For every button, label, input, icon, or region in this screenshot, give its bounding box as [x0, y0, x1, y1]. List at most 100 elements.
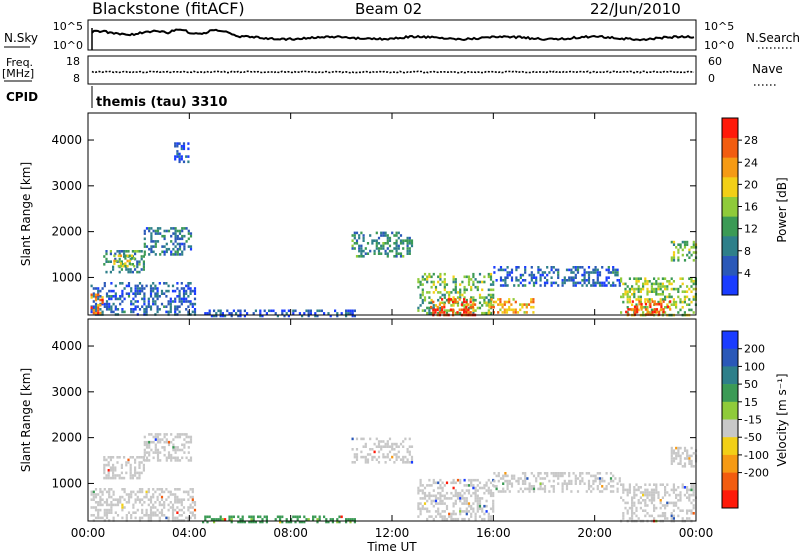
velocity-data-cell: [171, 511, 175, 514]
power-data-cell: [492, 300, 495, 304]
velocity-data-cell: [598, 477, 602, 480]
velocity-data-cell: [439, 486, 442, 490]
velocity-data-cell: [156, 433, 160, 436]
velocity-data-cell: [628, 486, 631, 489]
time-tick-label: 00:00: [71, 526, 106, 540]
velocity-data-cell: [465, 510, 468, 513]
velocity-data-cell: [657, 491, 660, 494]
power-data-cell: [658, 302, 661, 306]
velocity-data-cell: [681, 486, 684, 489]
power-data-cell: [131, 263, 134, 266]
power-data-cell: [683, 298, 686, 301]
velocity-data-cell: [230, 518, 233, 521]
power-data-cell: [138, 287, 142, 290]
velocity-data-cell: [176, 433, 179, 436]
velocity-data-cell: [130, 514, 133, 517]
power-data-cell: [587, 271, 591, 274]
beam-title: Beam 02: [355, 0, 422, 18]
velocity-data-cell: [692, 483, 695, 486]
velocity-data-cell: [165, 438, 168, 441]
velocity-data-cell: [574, 474, 577, 478]
power-data-cell: [574, 273, 577, 277]
velocity-data-cell: [191, 501, 194, 504]
power-data-cell: [127, 282, 131, 285]
power-data-cell: [437, 275, 440, 279]
velocity-data-cell: [191, 514, 194, 517]
velocity-data-cell: [426, 510, 429, 513]
velocity-colorbar-tick-label: -200: [744, 467, 769, 480]
power-data-cell: [605, 276, 608, 279]
power-data-cell: [461, 293, 464, 297]
power-data-cell: [465, 304, 468, 307]
power-data-cell: [532, 298, 535, 301]
power-data-cell: [132, 310, 135, 314]
velocity-data-cell: [116, 456, 119, 459]
velocity-data-cell: [499, 477, 503, 480]
power-data-cell: [351, 234, 354, 237]
power-data-cell: [677, 311, 680, 314]
power-data-cell: [136, 287, 139, 290]
velocity-data-cell: [510, 477, 514, 480]
power-data-cell: [355, 255, 359, 258]
velocity-data-cell: [99, 498, 102, 501]
power-data-cell: [434, 311, 437, 314]
velocity-data-cell: [537, 472, 540, 475]
power-data-cell: [472, 309, 475, 312]
velocity-data-cell: [513, 477, 516, 480]
station-title: Blackstone (fitACF): [92, 0, 245, 18]
power-data-cell: [612, 284, 615, 287]
velocity-data-cell: [677, 499, 680, 502]
velocity-data-cell: [434, 494, 438, 498]
power-data-cell: [666, 287, 669, 291]
velocity-data-cell: [402, 445, 405, 448]
power-data-cell: [150, 227, 153, 230]
velocity-data-cell: [395, 455, 398, 459]
power-data-cell: [156, 287, 159, 290]
power-data-cell: [628, 298, 631, 301]
power-data-cell: [512, 311, 515, 314]
velocity-data-cell: [248, 520, 251, 524]
power-data-cell: [426, 280, 429, 284]
velocity-data-cell: [382, 445, 385, 448]
velocity-data-cell: [603, 479, 606, 483]
velocity-data-cell: [136, 456, 139, 459]
power-data-cell: [355, 231, 359, 235]
power-data-cell: [494, 300, 498, 304]
power-data-cell: [592, 268, 595, 272]
velocity-data-cell: [450, 515, 453, 518]
velocity-data-cell: [628, 488, 631, 492]
velocity-data-cell: [120, 476, 123, 480]
velocity-data-cell: [362, 455, 365, 459]
velocity-data-cell: [426, 507, 429, 511]
velocity-data-cell: [622, 514, 625, 518]
velocity-data-cell: [648, 491, 651, 494]
power-colorbar-tick-label: 28: [744, 134, 758, 147]
velocity-data-cell: [189, 459, 193, 462]
velocity-data-cell: [148, 433, 151, 436]
power-data-cell: [456, 304, 460, 307]
power-data-cell: [637, 298, 640, 301]
power-data-cell: [470, 296, 473, 299]
velocity-data-cell: [419, 512, 422, 516]
velocity-data-cell: [557, 477, 560, 480]
power-data-cell: [259, 314, 262, 318]
power-data-cell: [113, 254, 116, 258]
velocity-data-cell: [312, 518, 315, 521]
velocity-data-cell: [108, 495, 111, 499]
power-data-cell: [92, 295, 95, 298]
power-data-cell: [110, 310, 113, 314]
velocity-data-cell: [592, 474, 595, 478]
velocity-data-cell: [532, 485, 536, 488]
velocity-data-cell: [559, 474, 562, 478]
power-data-cell: [141, 297, 144, 301]
velocity-data-cell: [386, 445, 389, 448]
velocity-data-cell: [112, 516, 115, 520]
velocity-data-cell: [252, 515, 255, 519]
power-data-cell: [145, 227, 149, 230]
velocity-data-cell: [279, 520, 282, 524]
power-data-cell: [686, 240, 689, 244]
power-data-cell: [176, 287, 179, 290]
power-data-cell: [443, 311, 446, 314]
power-data-cell: [677, 295, 680, 299]
power-data-cell: [362, 234, 365, 237]
